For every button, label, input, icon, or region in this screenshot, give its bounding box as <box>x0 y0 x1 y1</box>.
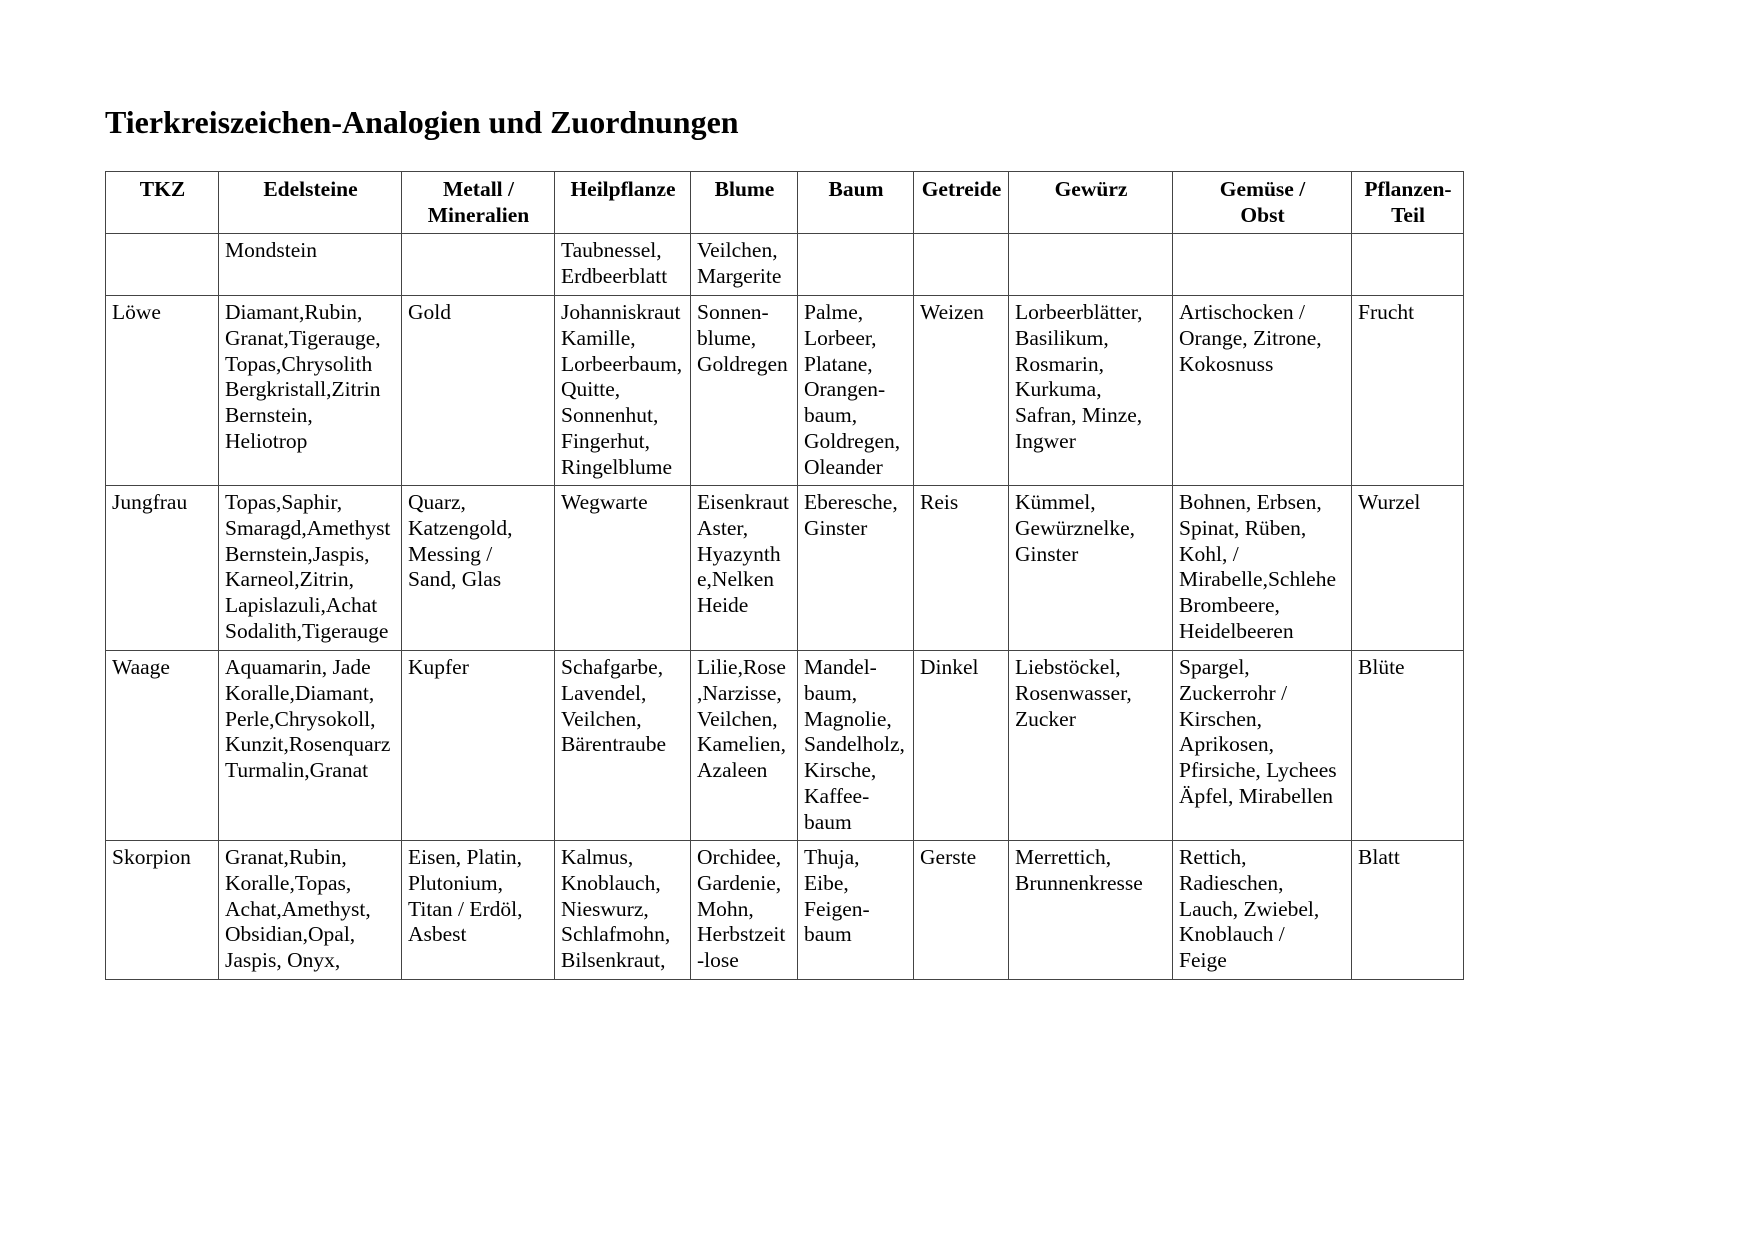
column-header: Gemüse / Obst <box>1172 171 1352 234</box>
table-cell: Frucht <box>1351 295 1464 486</box>
table-cell: Skorpion <box>105 840 219 980</box>
header-row: TKZ Edelsteine Metall / Mineralien Heilpfla… <box>105 171 1464 234</box>
table-cell: Weizen <box>913 295 1009 486</box>
table-cell: Blatt <box>1351 840 1464 980</box>
table-cell: Liebstöckel, Rosenwasser, Zucker <box>1008 650 1173 841</box>
table-row: Skorpion Granat,Rubin, Koralle,Topas, Ach… <box>105 840 1464 980</box>
table-cell: Veilchen, Margerite <box>690 233 798 296</box>
table-cell <box>1008 233 1173 296</box>
table-cell: Eisen, Platin, Plutonium, Titan / Erdöl,… <box>401 840 555 980</box>
table-cell: Kümmel, Gewürznelke, Ginster <box>1008 485 1173 651</box>
table-cell: Palme, Lorbeer, Platane, Orangen- baum, … <box>797 295 914 486</box>
table-cell: Wurzel <box>1351 485 1464 651</box>
table-cell: Kalmus, Knoblauch, Nieswurz, Schlafmohn,… <box>554 840 691 980</box>
table-cell: Bohnen, Erbsen, Spinat, Rüben, Kohl, / M… <box>1172 485 1352 651</box>
table-cell: Diamant,Rubin, Granat,Tigerauge, Topas,C… <box>218 295 402 486</box>
table-cell: Aquamarin, Jade Koralle,Diamant, Perle,C… <box>218 650 402 841</box>
table-cell: Mondstein <box>218 233 402 296</box>
table-cell: Eberesche, Ginster <box>797 485 914 651</box>
table-cell: Jungfrau <box>105 485 219 651</box>
column-header: Gewürz <box>1008 171 1173 234</box>
table-cell: Wegwarte <box>554 485 691 651</box>
table-cell <box>1172 233 1352 296</box>
table-cell: Lilie,Rose ,Narzisse, Veilchen, Kamelien… <box>690 650 798 841</box>
table-cell: Lorbeerblätter, Basilikum, Rosmarin, Kur… <box>1008 295 1173 486</box>
table-cell: Artischocken / Orange, Zitrone, Kokosnus… <box>1172 295 1352 486</box>
column-header: Baum <box>797 171 914 234</box>
table-cell: Löwe <box>105 295 219 486</box>
table-cell: Quarz, Katzengold, Messing / Sand, Glas <box>401 485 555 651</box>
column-header: Heilpflanze <box>554 171 691 234</box>
table-cell: Gerste <box>913 840 1009 980</box>
table-cell: Schafgarbe, Lavendel, Veilchen, Bärentra… <box>554 650 691 841</box>
table-row: Waage Aquamarin, Jade Koralle,Diamant, Pe… <box>105 650 1464 841</box>
table-cell: Johanniskraut Kamille, Lorbeerbaum, Quit… <box>554 295 691 486</box>
column-header: Edelsteine <box>218 171 402 234</box>
table-cell: Blüte <box>1351 650 1464 841</box>
table-cell: Granat,Rubin, Koralle,Topas, Achat,Ameth… <box>218 840 402 980</box>
table-cell: Waage <box>105 650 219 841</box>
table-cell <box>797 233 914 296</box>
table-cell: Merrettich, Brunnenkresse <box>1008 840 1173 980</box>
table-cell <box>105 233 219 296</box>
table-cell <box>1351 233 1464 296</box>
table-cell: Topas,Saphir, Smaragd,Amethyst Bernstein… <box>218 485 402 651</box>
column-header: Getreide <box>913 171 1009 234</box>
table-cell: Taubnessel, Erdbeerblatt <box>554 233 691 296</box>
table-cell: Dinkel <box>913 650 1009 841</box>
table-cell <box>401 233 555 296</box>
table-cell: Orchidee, Gardenie, Mohn, Herbstzeit -lo… <box>690 840 798 980</box>
table-cell: Gold <box>401 295 555 486</box>
table-row: Löwe Diamant,Rubin, Granat,Tigerauge, Top… <box>105 295 1464 486</box>
table-cell: Spargel, Zuckerrohr / Kirschen, Aprikose… <box>1172 650 1352 841</box>
table-cell <box>913 233 1009 296</box>
column-header: TKZ <box>105 171 219 234</box>
column-header: Blume <box>690 171 798 234</box>
table-cell: Eisenkraut Aster, Hyazynth e,Nelken Heid… <box>690 485 798 651</box>
table-cell: Thuja, Eibe, Feigen- baum <box>797 840 914 980</box>
table-cell: Mandel- baum, Magnolie, Sandelholz, Kirs… <box>797 650 914 841</box>
table-cell: Kupfer <box>401 650 555 841</box>
column-header: Pflanzen- Teil <box>1351 171 1464 234</box>
table-cell: Rettich, Radieschen, Lauch, Zwiebel, Kno… <box>1172 840 1352 980</box>
table-row: Mondstein Taubnessel, Erdbeerblatt Veilche… <box>105 233 1464 296</box>
zodiac-table: TKZ Edelsteine Metall / Mineralien Heilpfla… <box>105 171 1464 980</box>
table-row: Jungfrau Topas,Saphir, Smaragd,Amethyst B… <box>105 485 1464 651</box>
page-title: Tierkreiszeichen-Analogien und Zuordnung… <box>105 104 739 140</box>
column-header: Metall / Mineralien <box>401 171 555 234</box>
table-cell: Reis <box>913 485 1009 651</box>
table-cell: Sonnen- blume, Goldregen <box>690 295 798 486</box>
